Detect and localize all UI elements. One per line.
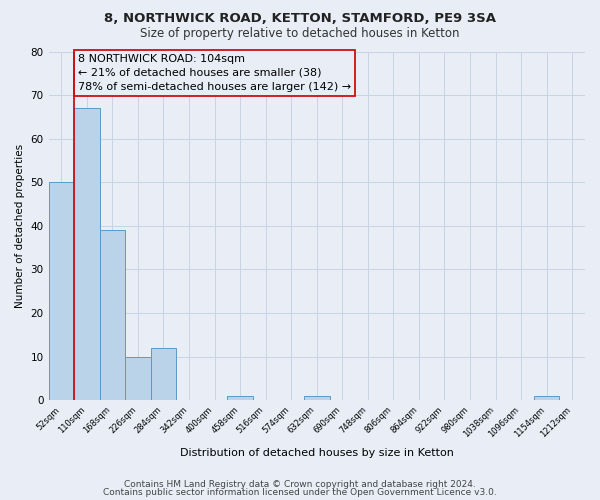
Text: 8 NORTHWICK ROAD: 104sqm
← 21% of detached houses are smaller (38)
78% of semi-d: 8 NORTHWICK ROAD: 104sqm ← 21% of detach… — [78, 54, 351, 92]
Bar — [227, 396, 253, 400]
Bar — [100, 230, 125, 400]
Text: Contains HM Land Registry data © Crown copyright and database right 2024.: Contains HM Land Registry data © Crown c… — [124, 480, 476, 489]
Y-axis label: Number of detached properties: Number of detached properties — [15, 144, 25, 308]
Bar — [534, 396, 559, 400]
Text: Size of property relative to detached houses in Ketton: Size of property relative to detached ho… — [140, 28, 460, 40]
Bar — [304, 396, 329, 400]
X-axis label: Distribution of detached houses by size in Ketton: Distribution of detached houses by size … — [180, 448, 454, 458]
Text: 8, NORTHWICK ROAD, KETTON, STAMFORD, PE9 3SA: 8, NORTHWICK ROAD, KETTON, STAMFORD, PE9… — [104, 12, 496, 26]
Bar — [49, 182, 74, 400]
Text: Contains public sector information licensed under the Open Government Licence v3: Contains public sector information licen… — [103, 488, 497, 497]
Bar — [125, 356, 151, 401]
Bar — [151, 348, 176, 401]
Bar — [74, 108, 100, 401]
